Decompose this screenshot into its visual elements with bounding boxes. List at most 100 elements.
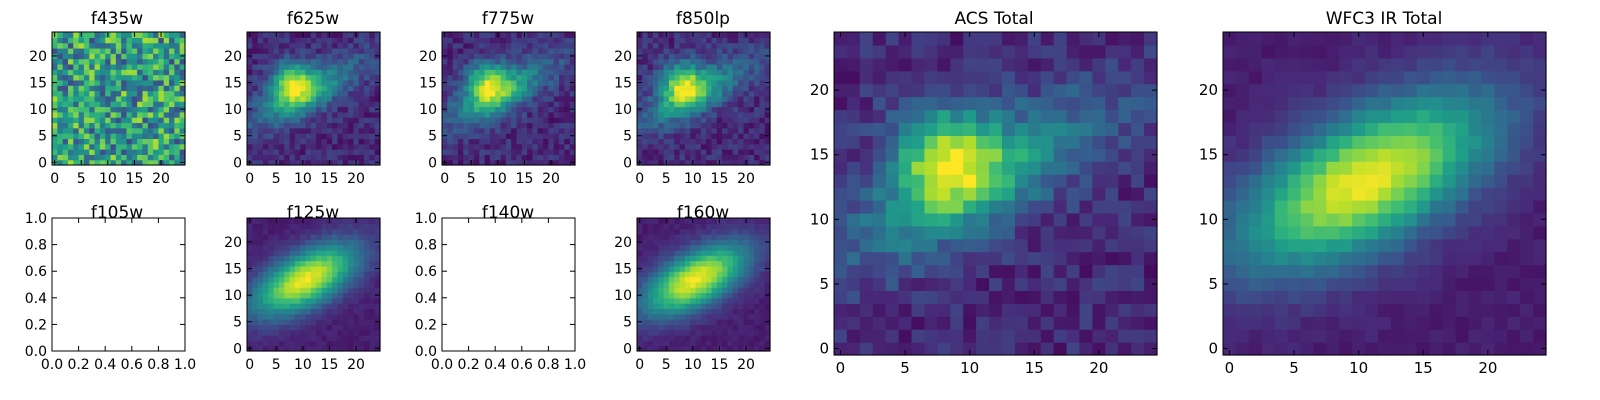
- pixel-cell: [690, 143, 697, 150]
- x-tick-label: 1.0: [174, 357, 196, 373]
- pixel-cell: [300, 249, 307, 256]
- pixel-cell: [1092, 32, 1106, 46]
- pixel-cell: [278, 329, 285, 336]
- pixel-cell: [137, 154, 144, 161]
- pixel-cell: [364, 90, 370, 97]
- pixel-cell: [706, 32, 713, 38]
- pixel-cell: [294, 228, 301, 235]
- pixel-cell: [732, 101, 739, 108]
- pixel-cell: [1520, 316, 1534, 330]
- pixel-cell: [647, 249, 654, 256]
- pixel-cell: [1390, 316, 1405, 330]
- pixel-cell: [1223, 342, 1237, 356]
- pixel-cell: [78, 79, 85, 86]
- pixel-cell: [353, 149, 360, 155]
- pixel-cell: [690, 154, 697, 161]
- pixel-cell: [690, 106, 697, 113]
- x-tick-label: 0: [50, 171, 59, 187]
- pixel-cell: [305, 239, 312, 246]
- pixel-cell: [300, 63, 307, 70]
- pixel-cell: [1313, 199, 1327, 214]
- pixel-cell: [637, 74, 643, 81]
- pixel-cell: [748, 74, 755, 81]
- pixel-cell: [1223, 316, 1237, 330]
- pixel-cell: [976, 303, 990, 317]
- pixel-cell: [1053, 264, 1068, 279]
- pixel-cell: [1378, 290, 1392, 304]
- pixel-cell: [663, 106, 670, 113]
- pixel-cell: [658, 149, 665, 155]
- pixel-cell: [89, 53, 96, 60]
- pixel-cell: [1507, 238, 1521, 253]
- pixel-cell: [754, 345, 760, 352]
- pixel-cell: [722, 228, 729, 235]
- pixel-cell: [722, 249, 729, 256]
- pixel-cell: [711, 143, 718, 150]
- pixel-cell: [727, 249, 734, 256]
- pixel-cell: [305, 297, 312, 304]
- pixel-cell: [1014, 187, 1029, 201]
- pixel-cell: [684, 260, 691, 267]
- pixel-cell: [137, 79, 144, 86]
- pixel-cell: [131, 90, 138, 97]
- pixel-cell: [369, 58, 376, 65]
- pixel-cell: [153, 149, 159, 155]
- pixel-cell: [337, 329, 344, 336]
- pixel-cell: [332, 74, 339, 81]
- pixel-cell: [1468, 329, 1482, 343]
- pixel-cell: [937, 199, 951, 214]
- pixel-cell: [872, 96, 887, 111]
- pixel-cell: [543, 79, 549, 86]
- pixel-cell: [57, 79, 64, 86]
- pixel-cell: [83, 79, 90, 86]
- pixel-cell: [1144, 83, 1158, 98]
- pixel-cell: [679, 69, 686, 76]
- pixel-cell: [316, 111, 323, 118]
- pixel-cell: [284, 345, 291, 352]
- pixel-cell: [452, 133, 459, 139]
- pixel-cell: [73, 85, 80, 92]
- pixel-cell: [690, 74, 697, 81]
- pixel-cell: [484, 47, 491, 54]
- pixel-cell: [505, 133, 512, 139]
- pixel-cell: [252, 329, 259, 336]
- pixel-cell: [727, 223, 734, 230]
- pixel-cell: [543, 95, 549, 102]
- pixel-cell: [83, 117, 90, 124]
- pixel-cell: [353, 255, 360, 262]
- pixel-cell: [73, 138, 80, 145]
- pixel-cell: [924, 187, 938, 201]
- pixel-cell: [1066, 187, 1081, 201]
- pixel-cell: [358, 281, 365, 288]
- pixel-cell: [937, 161, 951, 175]
- pixel-cell: [759, 287, 766, 294]
- pixel-cell: [963, 135, 977, 149]
- pixel-cell: [174, 85, 181, 92]
- pixel-cell: [262, 329, 269, 336]
- pixel-cell: [1442, 251, 1457, 266]
- pixel-cell: [326, 143, 333, 150]
- pixel-cell: [353, 308, 360, 315]
- pixel-cell: [1001, 342, 1016, 356]
- pixel-cell: [262, 42, 269, 49]
- pixel-cell: [83, 58, 90, 65]
- pixel-cell: [99, 79, 106, 86]
- pixel-cell: [1001, 122, 1016, 136]
- pixel-cell: [732, 159, 739, 166]
- pixel-cell: [963, 96, 977, 111]
- pixel-cell: [1429, 251, 1444, 266]
- pixel-cell: [364, 127, 370, 134]
- pixel-cell: [300, 223, 307, 230]
- pixel-cell: [569, 111, 576, 118]
- pixel-cell: [690, 276, 697, 283]
- pixel-cell: [62, 85, 69, 92]
- pixel-cell: [743, 233, 750, 240]
- pixel-cell: [342, 244, 349, 251]
- pixel-cell: [1352, 277, 1366, 291]
- pixel-cell: [674, 111, 681, 118]
- pixel-cell: [700, 239, 707, 246]
- pixel-cell: [924, 135, 938, 149]
- pixel-cell: [1105, 161, 1119, 175]
- pixel-cell: [743, 63, 750, 70]
- pixel-cell: [1053, 329, 1068, 343]
